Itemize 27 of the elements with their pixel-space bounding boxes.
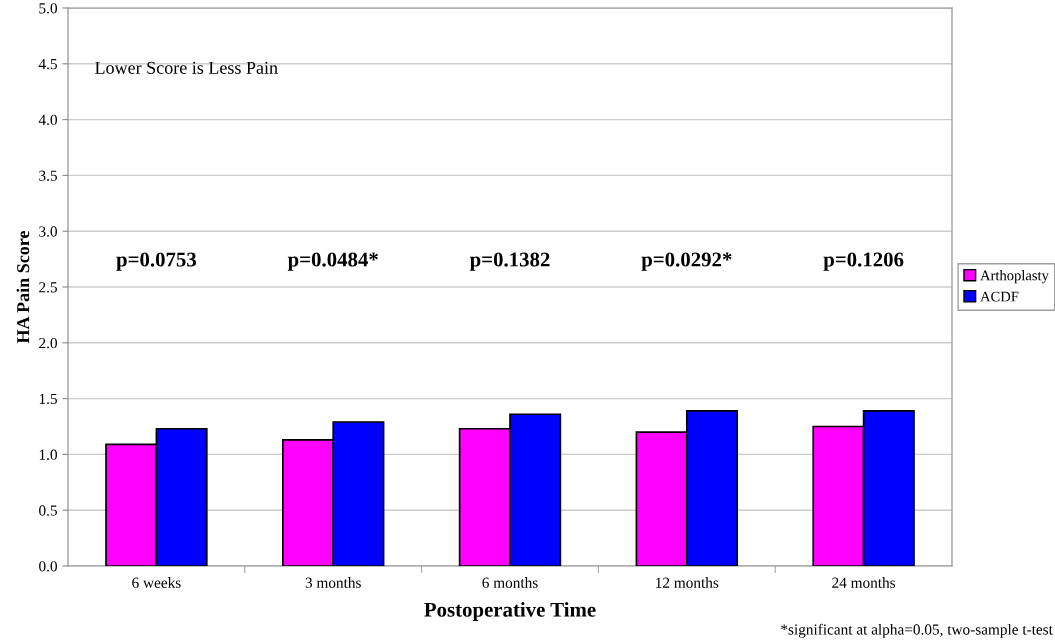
annotation: p=0.0484*: [287, 252, 378, 271]
legend-label: Arthoplasty: [980, 270, 1049, 284]
y-tick-label: 5.0: [39, 3, 57, 14]
y-axis-title: HA Pain Score: [16, 230, 30, 344]
x-tick-label: 6 weeks: [132, 577, 181, 588]
y-tick-label: 1.0: [39, 449, 57, 460]
x-tick-label: 3 months: [305, 577, 361, 588]
legend-label: ACDF: [980, 291, 1019, 302]
y-tick-label: 2.5: [39, 282, 57, 293]
y-tick-label: 1.5: [39, 393, 57, 405]
x-tick-label: 6 months: [482, 577, 538, 588]
y-tick-label: 2.0: [39, 337, 57, 349]
x-tick-label: 12 months: [656, 577, 719, 588]
y-tick-label: 0.5: [39, 505, 57, 516]
annotation: p=0.0753: [116, 252, 197, 271]
x-tick-label: 24 months: [832, 577, 896, 588]
annotation: Lower Score is Less Pain: [95, 61, 278, 74]
y-tick-label: 4.0: [38, 114, 57, 126]
y-tick-label: 3.5: [39, 170, 57, 181]
y-tick-label: 0.0: [39, 561, 57, 572]
y-tick-label: 3.0: [39, 226, 57, 237]
annotation: p=0.1382: [469, 252, 550, 271]
annotation: p=0.0292*: [641, 252, 732, 271]
annotation: p=0.1206: [823, 252, 904, 271]
x-axis-title: Postoperative Time: [424, 602, 596, 621]
y-tick-label: 4.5: [38, 59, 57, 70]
text: *significant at alpha=0.05, two-sample t-test: [781, 623, 1053, 638]
